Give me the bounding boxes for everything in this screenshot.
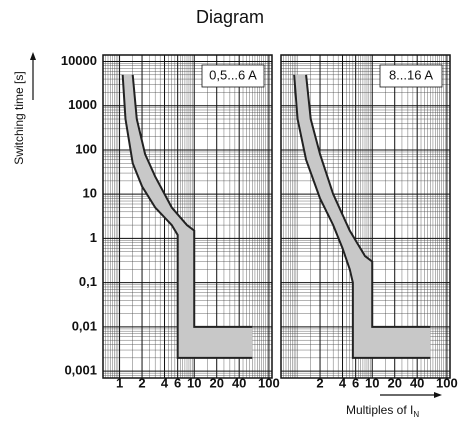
x-tick-label: 100	[258, 375, 280, 390]
x-tick-label: 10	[187, 375, 201, 390]
chart-title: Diagram	[196, 7, 264, 27]
y-tick-label: 0,1	[79, 274, 97, 289]
x-tick-label: 40	[232, 375, 246, 390]
plot-frame	[102, 54, 273, 379]
x-tick-label: 10	[365, 375, 379, 390]
y-tick-label: 1000	[68, 97, 97, 112]
y-tick-label: 10000	[61, 53, 97, 68]
x-axis-label-text: Multiples of I	[346, 403, 413, 417]
band-lower-line	[293, 74, 431, 359]
x-tick-label: 2	[316, 375, 323, 390]
y-tick-label: 10	[83, 186, 97, 201]
x-tick-label: 2	[138, 375, 145, 390]
x-tick-label: 20	[209, 375, 223, 390]
band-upper-line	[305, 74, 431, 328]
x-axis-label: Multiples of IN	[346, 403, 419, 419]
x-tick-label: 6	[174, 375, 181, 390]
y-tick-label: 100	[75, 141, 97, 156]
y-tick-label: 0,01	[72, 318, 97, 333]
x-tick-label: 40	[410, 375, 424, 390]
y-tick-label: 1	[90, 230, 97, 245]
x-tick-label: 6	[352, 375, 359, 390]
band-area	[122, 74, 253, 358]
panel-label-box	[379, 64, 443, 88]
panel-label: 0,5...6 A	[209, 67, 257, 82]
panel-label-box	[201, 64, 265, 88]
plot-frame	[280, 54, 451, 379]
y-axis-label: Switching time [s]	[12, 71, 26, 164]
band-upper-line	[131, 74, 253, 328]
x-tick-label: 1	[116, 375, 123, 390]
band-lower-line	[121, 74, 253, 359]
x-axis-label-sub: N	[413, 410, 419, 419]
x-tick-label: 100	[436, 375, 458, 390]
x-axis-arrow-head	[434, 392, 442, 398]
x-tick-label: 4	[161, 375, 169, 390]
band-area	[294, 74, 431, 358]
y-tick-label: 0,001	[64, 363, 97, 378]
panel-label: 8...16 A	[389, 67, 433, 82]
x-tick-label: 20	[387, 375, 401, 390]
x-tick-label: 4	[339, 375, 347, 390]
y-axis-arrow-head	[30, 52, 36, 60]
